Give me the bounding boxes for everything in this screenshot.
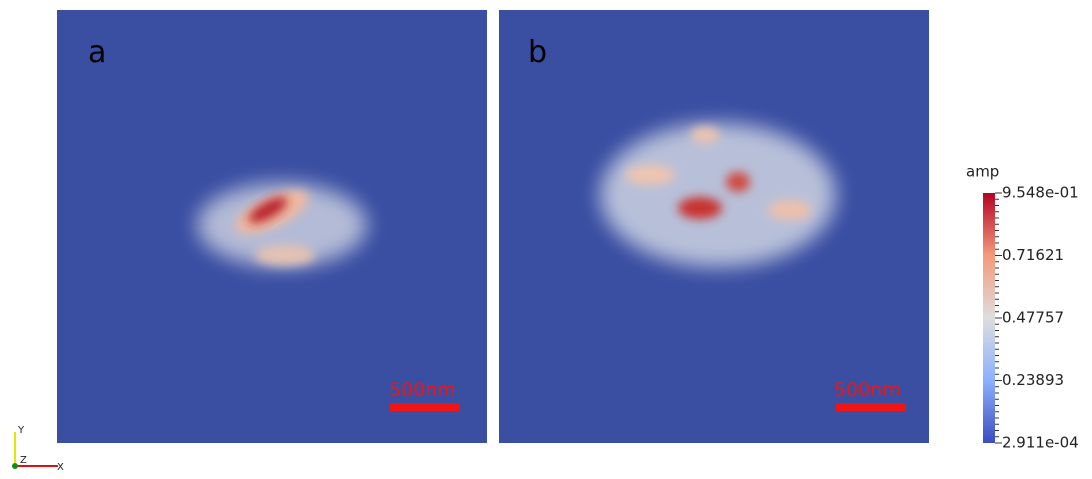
colorbar-label: 0.23893	[1002, 371, 1064, 389]
blob	[678, 197, 722, 219]
panel-label: b	[528, 35, 547, 70]
colorbar-label: 0.47757	[1002, 309, 1064, 327]
panel-label: a	[88, 35, 106, 70]
scale-bar-label: 500nm	[834, 379, 901, 401]
axis-label: X	[57, 462, 64, 473]
colorbar-title: amp	[966, 163, 999, 181]
orientation-axes: Y Z X	[12, 425, 64, 473]
colorbar-label: 0.71621	[1002, 246, 1064, 264]
blob	[768, 200, 812, 220]
colorbar-label: 2.911e-04	[1002, 434, 1079, 452]
blob	[625, 165, 675, 185]
scale-bar	[836, 403, 906, 411]
blob	[726, 172, 750, 192]
blob	[255, 245, 315, 265]
scale-bar	[390, 403, 460, 411]
color-scale	[983, 193, 995, 443]
colorbar: amp 9.548e-01 0.71621 0.47757 0.23893 2.911e…	[966, 163, 1079, 452]
colorbar-label: 9.548e-01	[1002, 184, 1079, 202]
panel-b: b 500nm	[499, 10, 929, 443]
colorbar-ticks: 9.548e-01 0.71621 0.47757 0.23893 2.911e-04	[995, 184, 1079, 452]
axis-label: Y	[17, 425, 25, 436]
blob	[690, 127, 720, 143]
panel-a: a 500nm	[57, 10, 487, 443]
blob	[600, 123, 836, 267]
axis-label: Z	[20, 455, 27, 466]
scale-bar-label: 500nm	[389, 379, 456, 401]
render-view: a 500nm b 500nm amp 9.548e-01 0.71621 0.47…	[0, 0, 1092, 479]
z-axis	[12, 463, 18, 469]
